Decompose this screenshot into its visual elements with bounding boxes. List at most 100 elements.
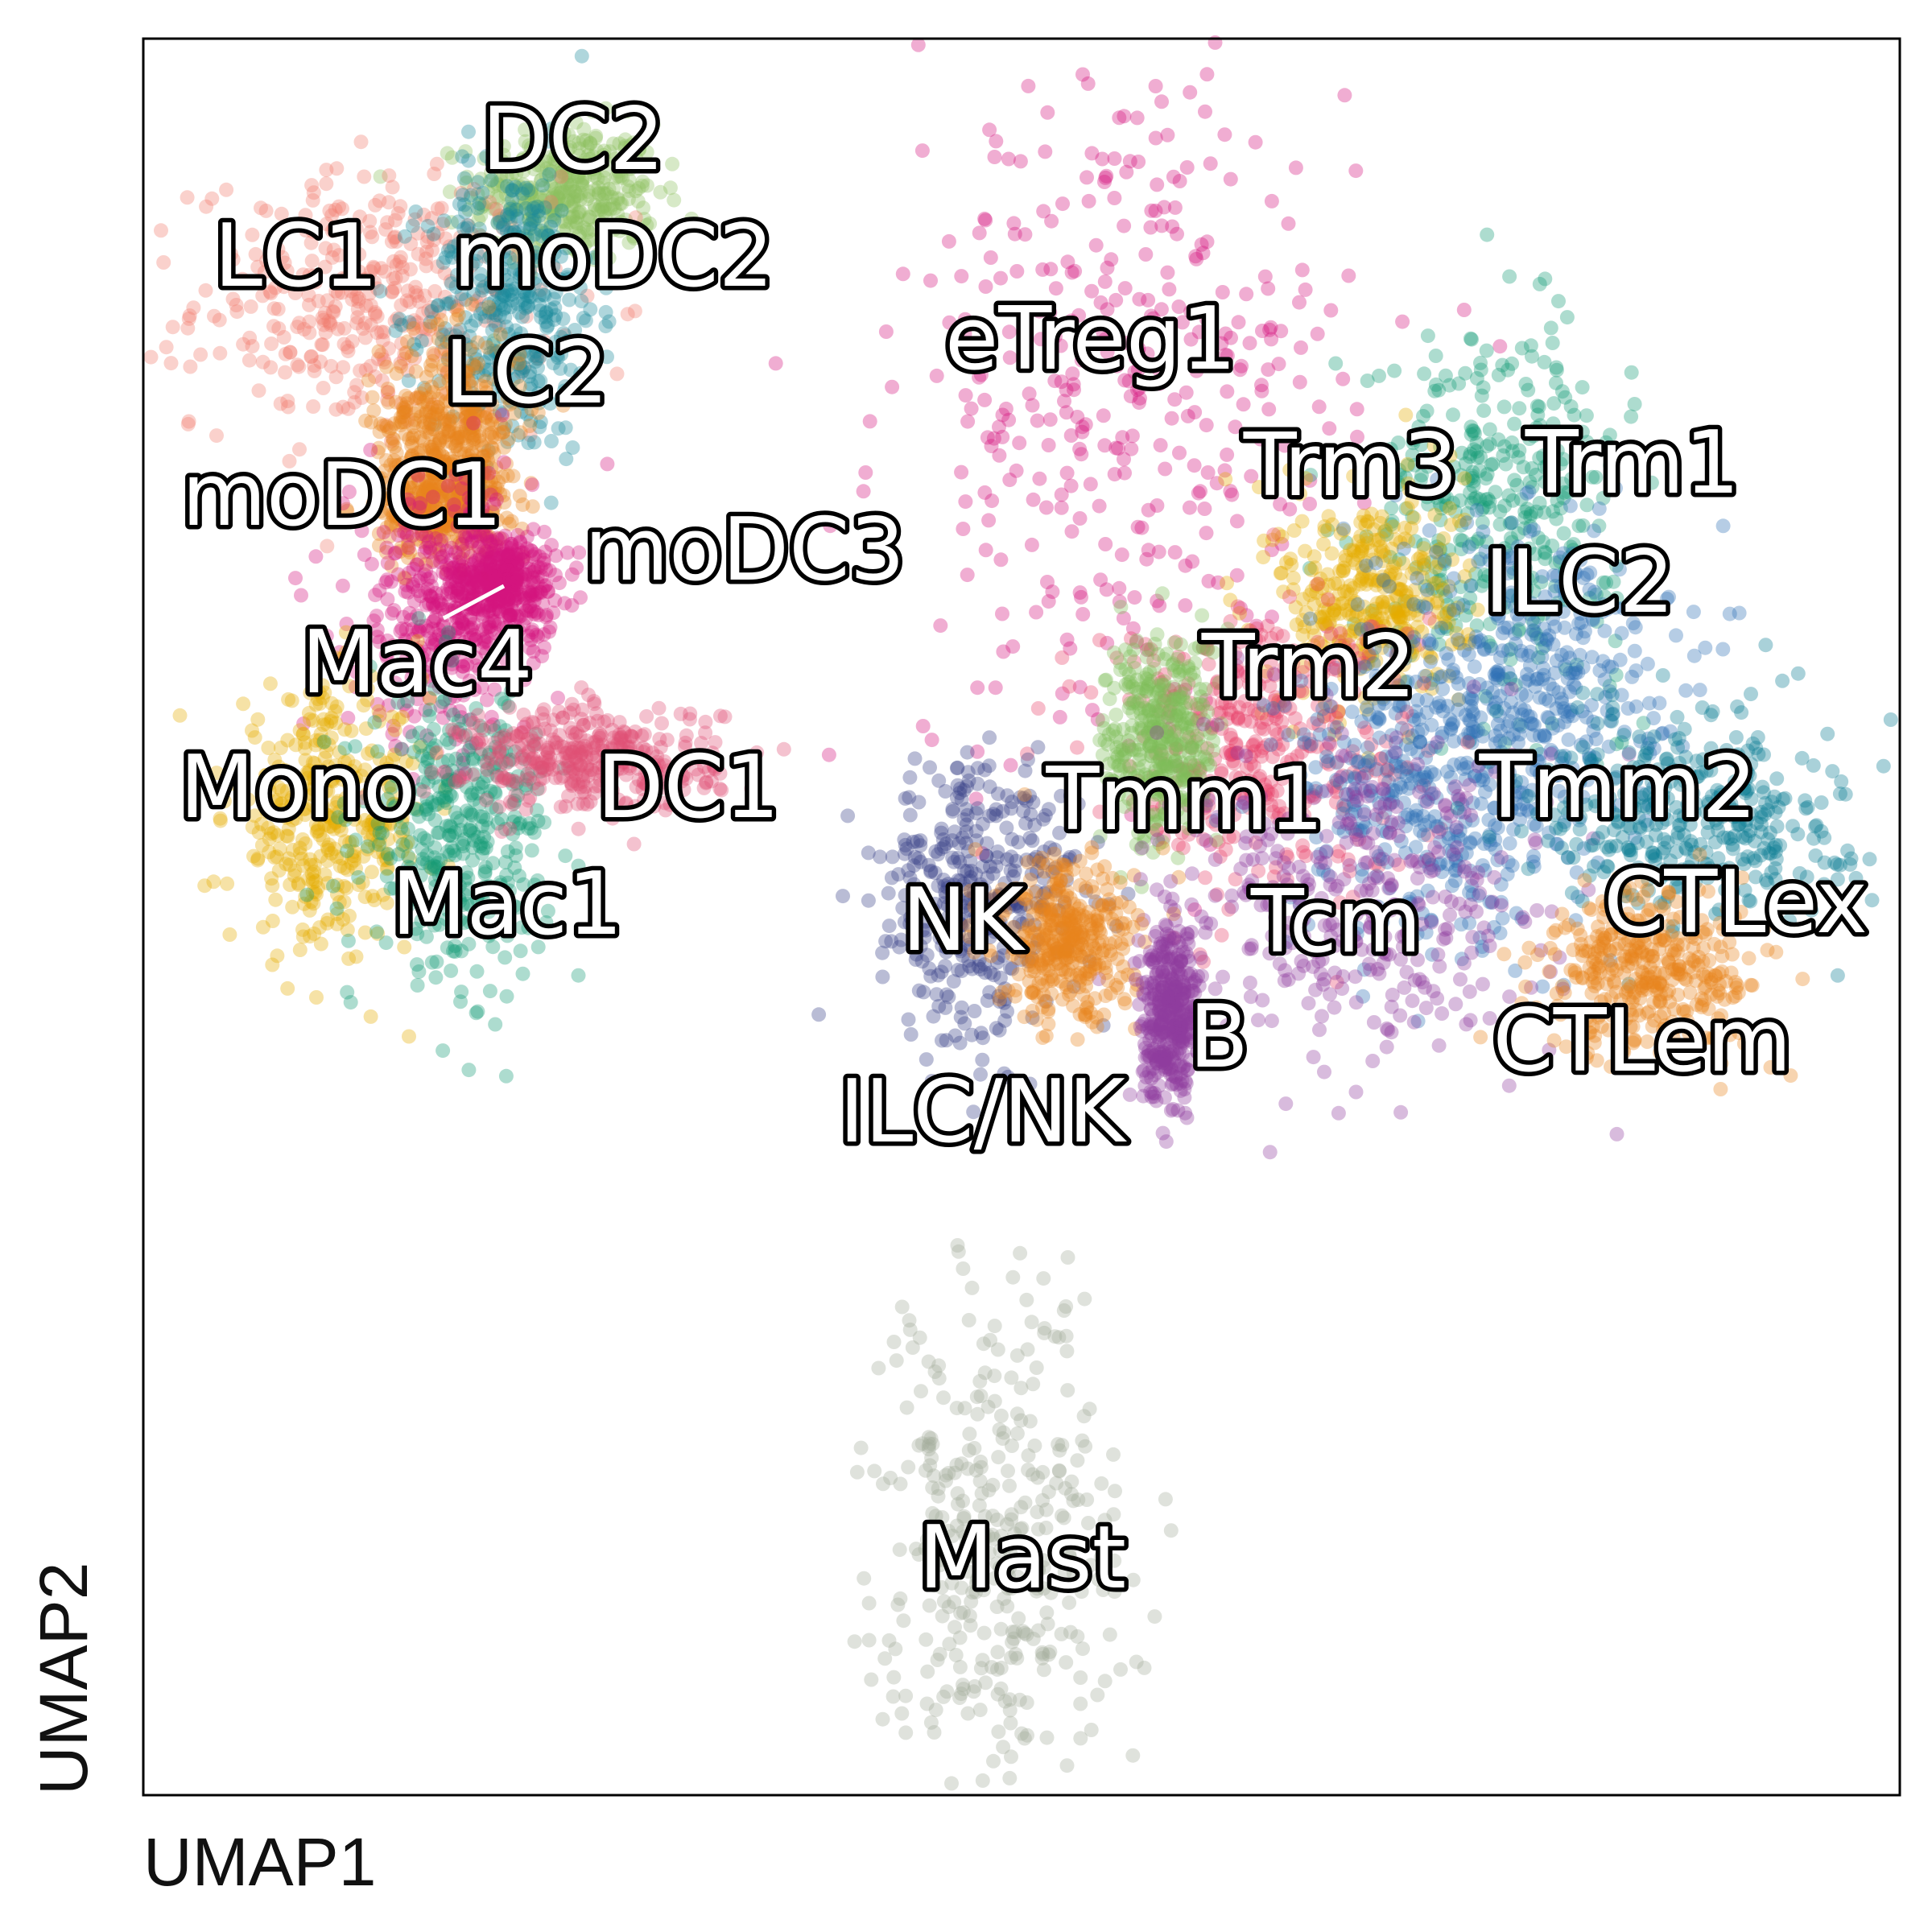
scatter-point [497,267,511,283]
scatter-point [1040,105,1055,120]
scatter-point [490,177,506,192]
scatter-point [460,364,476,378]
scatter-point [428,410,444,425]
scatter-point [387,229,402,245]
scatter-point [362,213,378,229]
scatter-point [193,347,208,362]
scatter-point [501,361,516,377]
scatter-point [1187,458,1202,473]
scatter-point [438,250,453,265]
scatter-point [576,311,591,326]
scatter-point [560,142,576,157]
scatter-point [347,394,362,410]
scatter-point [466,182,481,196]
scatter-point [1294,262,1310,278]
scatter-point [485,201,501,217]
scatter-point [497,356,513,371]
scatter-point [281,399,295,415]
scatter-point [568,727,583,741]
scatter-point [555,214,570,229]
scatter-point [1480,227,1495,242]
scatter-point [519,288,535,303]
scatter-point [446,239,461,254]
scatter-point [472,227,487,242]
scatter-point [547,246,562,261]
scatter-point [486,313,502,328]
scatter-point [491,295,506,311]
scatter-point [492,208,507,224]
scatter-point [470,187,485,202]
scatter-point [594,229,609,244]
scatter-point [558,379,573,394]
scatter-point [486,305,502,320]
scatter-point [580,184,596,200]
scatter-point [1097,438,1113,453]
scatter-point [580,192,594,207]
scatter-point [923,273,938,288]
scatter-point [484,485,499,500]
scatter-point [381,394,396,410]
scatter-point [526,207,541,221]
scatter-point [448,328,463,343]
scatter-point [183,359,198,374]
scatter-point [424,242,440,258]
scatter-point [408,325,423,341]
scatter-point [1185,554,1200,569]
scatter-point [470,175,485,190]
scatter-point [328,402,344,417]
scatter-point [369,325,385,341]
scatter-point [459,264,474,279]
scatter-point [1502,269,1517,284]
scatter-point [522,599,538,613]
scatter-point [394,298,409,313]
scatter-point [199,199,214,214]
scatter-point [439,567,454,582]
scatter-point [565,166,580,181]
scatter-point [315,337,330,353]
scatter-point [1316,536,1331,551]
scatter-point [502,287,518,303]
scatter-point [490,216,506,231]
scatter-point [384,285,399,299]
scatter-point [404,349,419,364]
scatter-point [397,346,412,361]
scatter-point [229,304,245,320]
scatter-point [318,241,333,256]
scatter-point [469,294,484,309]
scatter-point [1133,390,1147,406]
scatter-point [495,220,510,235]
scatter-point [438,464,453,479]
scatter-point [1292,374,1307,390]
scatter-point [562,240,577,255]
scatter-point [440,405,456,420]
scatter-point [539,609,554,625]
scatter-point [494,289,510,304]
scatter-point [941,233,956,249]
scatter-point [1438,368,1453,383]
scatter-point [276,330,291,345]
scatter-point [531,204,546,219]
scatter-point [242,330,258,345]
scatter-point [280,980,295,996]
scatter-point [390,311,405,326]
scatter-point [428,970,444,985]
scatter-point [433,324,448,340]
scatter-point [328,299,343,314]
scatter-point [1167,392,1183,407]
scatter-point [382,168,397,184]
scatter-point [597,154,613,169]
scatter-point [1064,524,1080,539]
scatter-point [402,295,418,310]
scatter-point [549,196,564,212]
scatter-point [541,228,555,243]
scatter-point [517,344,532,359]
scatter-point [514,152,530,167]
scatter-point [1395,314,1410,329]
scatter-point [394,396,409,411]
scatter-point [493,214,508,229]
scatter-point [458,337,473,352]
scatter-point [1255,324,1269,338]
scatter-point [1194,237,1209,252]
scatter-point [388,270,403,286]
scatter-point [620,307,635,322]
